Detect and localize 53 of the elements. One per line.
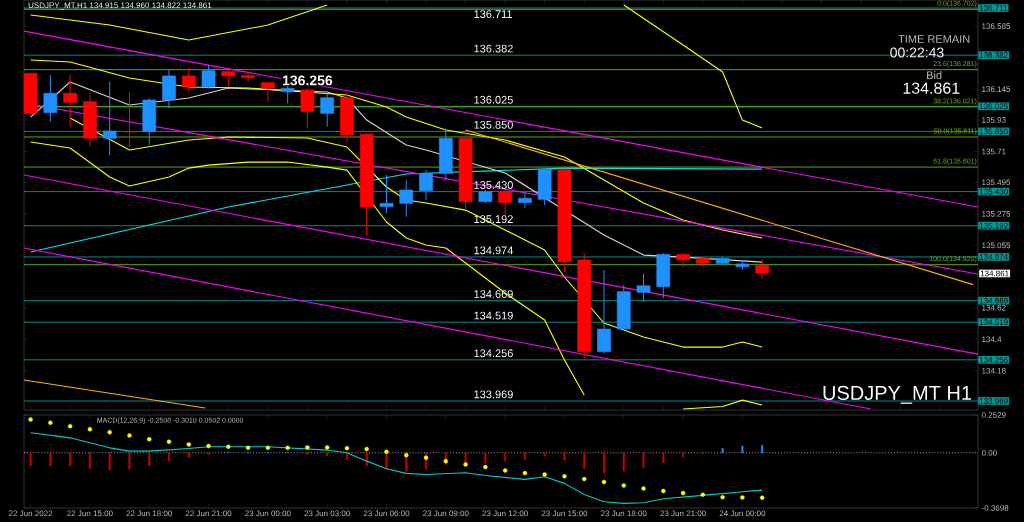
ref-line-label: 136.382 (979, 52, 1008, 58)
y-tick-label: 134.18 (982, 367, 1006, 374)
text: 134.256 (474, 349, 513, 358)
annotation: Bid (927, 70, 942, 80)
y-tick-label: 135.71 (982, 148, 1006, 155)
x-tick-label: 23 Jun 06:00 (363, 510, 410, 517)
text: 134.974 (474, 246, 514, 255)
x-tick-label: 23 Jun 09:00 (423, 510, 469, 517)
annotation: USDJPY_MT H1 (823, 385, 972, 404)
x-tick-label: 23 Jun 15:00 (541, 510, 588, 517)
ref-line-label: 134.974 (979, 254, 1008, 260)
x-tick-label: 23 Jun 12:00 (482, 510, 528, 517)
x-tick-label: 23 Jun 00:00 (245, 510, 291, 517)
x-tick-label: 23 Jun 21:00 (660, 510, 706, 517)
y-tick-label: 0.00 (981, 449, 997, 456)
text: 133.969 (474, 390, 513, 399)
text: 134.519 (474, 311, 513, 320)
ref-line-label: 134.256 (979, 357, 1008, 363)
y-tick-label: 136.145 (982, 86, 1011, 92)
x-tick-label: 23 Jun 03:00 (304, 510, 350, 517)
text: 136.711 (474, 10, 512, 19)
x-tick-label: 22 Jun 2022 (8, 510, 53, 517)
annotation: USDJPY_MT,H1 134.915 134.960 134.822 134.861 (28, 2, 212, 10)
annotation: TIME REMAIN (898, 35, 970, 43)
annotation: 136.256 (282, 75, 333, 86)
y-tick-label: 134.62 (982, 304, 1006, 311)
ref-line-label: 133.969 (979, 398, 1008, 404)
text: 136.025 (474, 95, 513, 104)
ref-line-label: 135.850 (979, 128, 1008, 135)
y-tick-label: 136.585 (982, 23, 1011, 29)
ref-line-label: 135.192 (979, 222, 1008, 229)
y-tick-label: 135.495 (982, 179, 1011, 186)
x-tick-label: 23 Jun 18:00 (601, 510, 647, 517)
y-tick-label: -0.3698 (981, 505, 1009, 511)
text: 135.850 (474, 120, 513, 129)
ref-line-label: 136.711 (979, 5, 1008, 11)
text: 136.382 (474, 44, 513, 53)
y-tick-label: 135.055 (982, 242, 1011, 249)
y-tick-label: 135.93 (982, 117, 1006, 123)
x-tick-label: 22 Jun 15:00 (67, 510, 113, 517)
x-tick-label: 22 Jun 18:00 (126, 510, 173, 517)
ref-line-label: 134.519 (979, 319, 1008, 325)
annotation: 134.861 (903, 82, 960, 94)
x-tick-label: 22 Jun 21:00 (185, 510, 232, 517)
y-tick-label: 134.4 (982, 336, 1002, 343)
y-tick-label: 0.2529 (981, 412, 1006, 418)
annotation: 00:22:43 (890, 47, 944, 58)
y-tick-label: 135.275 (982, 210, 1011, 217)
ref-line-label: 134.669 (979, 297, 1008, 304)
ref-line-label: 136.025 (979, 103, 1008, 110)
text: 134.861 (980, 270, 1009, 277)
x-tick-label: 24 Jun 00:00 (719, 510, 766, 517)
ref-line-label: 135.430 (979, 188, 1008, 195)
